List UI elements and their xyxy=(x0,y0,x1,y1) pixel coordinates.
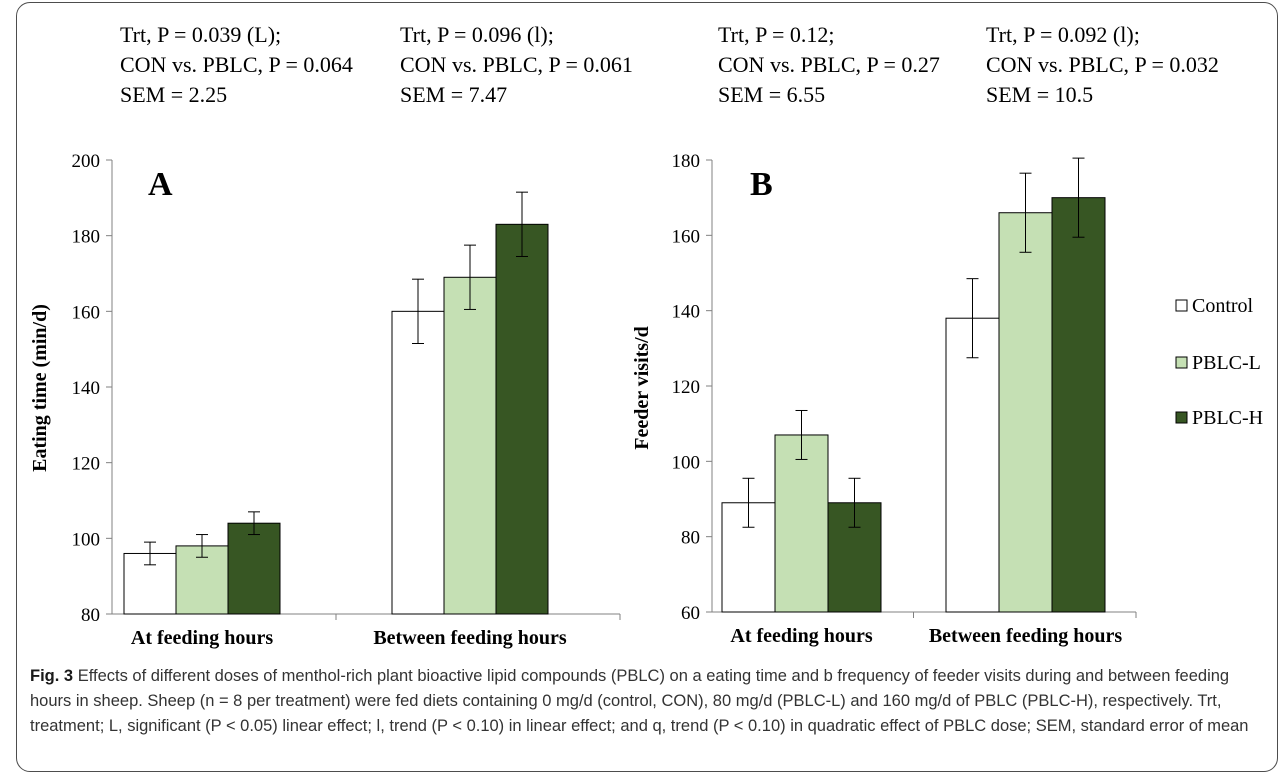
stat-line: CON vs. PBLC, P = 0.27 xyxy=(718,52,940,77)
stat-line: CON vs. PBLC, P = 0.061 xyxy=(400,52,633,77)
y-tick-label: 120 xyxy=(672,377,701,398)
stat-line: CON vs. PBLC, P = 0.032 xyxy=(986,52,1219,77)
legend-label-control: Control xyxy=(1192,295,1254,317)
y-tick-label: 100 xyxy=(672,452,701,473)
caption-text: Effects of different doses of menthol-ri… xyxy=(30,667,1249,735)
stats-group-2: Trt, P = 0.096 (l); CON vs. PBLC, P = 0.… xyxy=(400,22,633,107)
panel-letter-b: B xyxy=(750,166,773,203)
stat-line: CON vs. PBLC, P = 0.064 xyxy=(120,52,353,77)
bar xyxy=(945,317,1000,613)
y-tick-label: 160 xyxy=(72,302,101,323)
x-category-label: At feeding hours xyxy=(131,627,273,649)
caption-fig-label: Fig. 3 xyxy=(30,667,74,685)
panel-letter-a: A xyxy=(148,166,173,203)
legend-item-pblc-h: PBLC-H xyxy=(1175,407,1263,429)
y-tick-label: 120 xyxy=(72,454,101,475)
y-tick-label: 80 xyxy=(81,605,100,626)
y-axis-label-a: Eating time (min/d) xyxy=(29,304,51,472)
stat-line: Trt, P = 0.12; xyxy=(718,22,835,47)
y-tick-label: 80 xyxy=(681,528,700,549)
legend-label-pblc-h: PBLC-H xyxy=(1192,407,1263,429)
bar xyxy=(495,223,549,615)
figure-canvas: Trt, P = 0.039 (L); CON vs. PBLC, P = 0.… xyxy=(29,22,1263,649)
x-category-label: Between feeding hours xyxy=(373,627,567,649)
bar xyxy=(774,434,829,613)
stat-line: SEM = 7.47 xyxy=(400,82,507,107)
y-tick-label: 140 xyxy=(672,302,701,323)
stats-group-4: Trt, P = 0.092 (l); CON vs. PBLC, P = 0.… xyxy=(986,22,1219,107)
y-tick-label: 140 xyxy=(72,378,101,399)
y-tick-label: 180 xyxy=(72,227,101,248)
legend-swatch-control xyxy=(1175,299,1188,312)
legend-label-pblc-l: PBLC-L xyxy=(1192,352,1261,374)
chart-panel-b: 60 80 100 120 140 160 180 At feeding hours Betwe… xyxy=(672,151,1137,647)
y-tick-label: 60 xyxy=(681,603,700,624)
bar xyxy=(443,276,497,615)
chart-panel-a: 80 100 120 140 160 180 200 At feeding hours Betw… xyxy=(72,151,621,649)
stat-line: SEM = 6.55 xyxy=(718,82,825,107)
legend-item-pblc-l: PBLC-L xyxy=(1175,352,1261,374)
bar xyxy=(1051,197,1106,613)
y-tick-label: 160 xyxy=(672,226,701,247)
bar xyxy=(391,310,445,615)
y-axis-label-b: Feeder visits/d xyxy=(631,326,653,450)
stat-line: Trt, P = 0.039 (L); xyxy=(120,22,281,47)
x-category-label: Between feeding hours xyxy=(929,625,1123,647)
legend-swatch-pblc-l xyxy=(1175,356,1188,369)
stat-line: SEM = 10.5 xyxy=(986,82,1093,107)
bar xyxy=(998,212,1053,613)
stat-line: SEM = 2.25 xyxy=(120,82,227,107)
stats-group-3: Trt, P = 0.12; CON vs. PBLC, P = 0.27 SE… xyxy=(718,22,940,107)
legend-swatch-pblc-h xyxy=(1175,411,1188,424)
x-category-label: At feeding hours xyxy=(730,625,872,647)
y-tick-label: 100 xyxy=(72,529,101,550)
bar xyxy=(227,522,281,615)
legend-item-control: Control xyxy=(1175,295,1254,317)
stat-line: Trt, P = 0.096 (l); xyxy=(400,22,554,47)
legend: Control PBLC-L PBLC-H xyxy=(1175,295,1263,429)
stats-group-1: Trt, P = 0.039 (L); CON vs. PBLC, P = 0.… xyxy=(120,22,353,107)
stat-line: Trt, P = 0.092 (l); xyxy=(986,22,1140,47)
y-tick-label: 180 xyxy=(672,151,701,172)
figure-frame xyxy=(16,2,1278,772)
figure-caption: Fig. 3 Effects of different doses of men… xyxy=(30,664,1265,739)
y-tick-label: 200 xyxy=(72,151,101,172)
